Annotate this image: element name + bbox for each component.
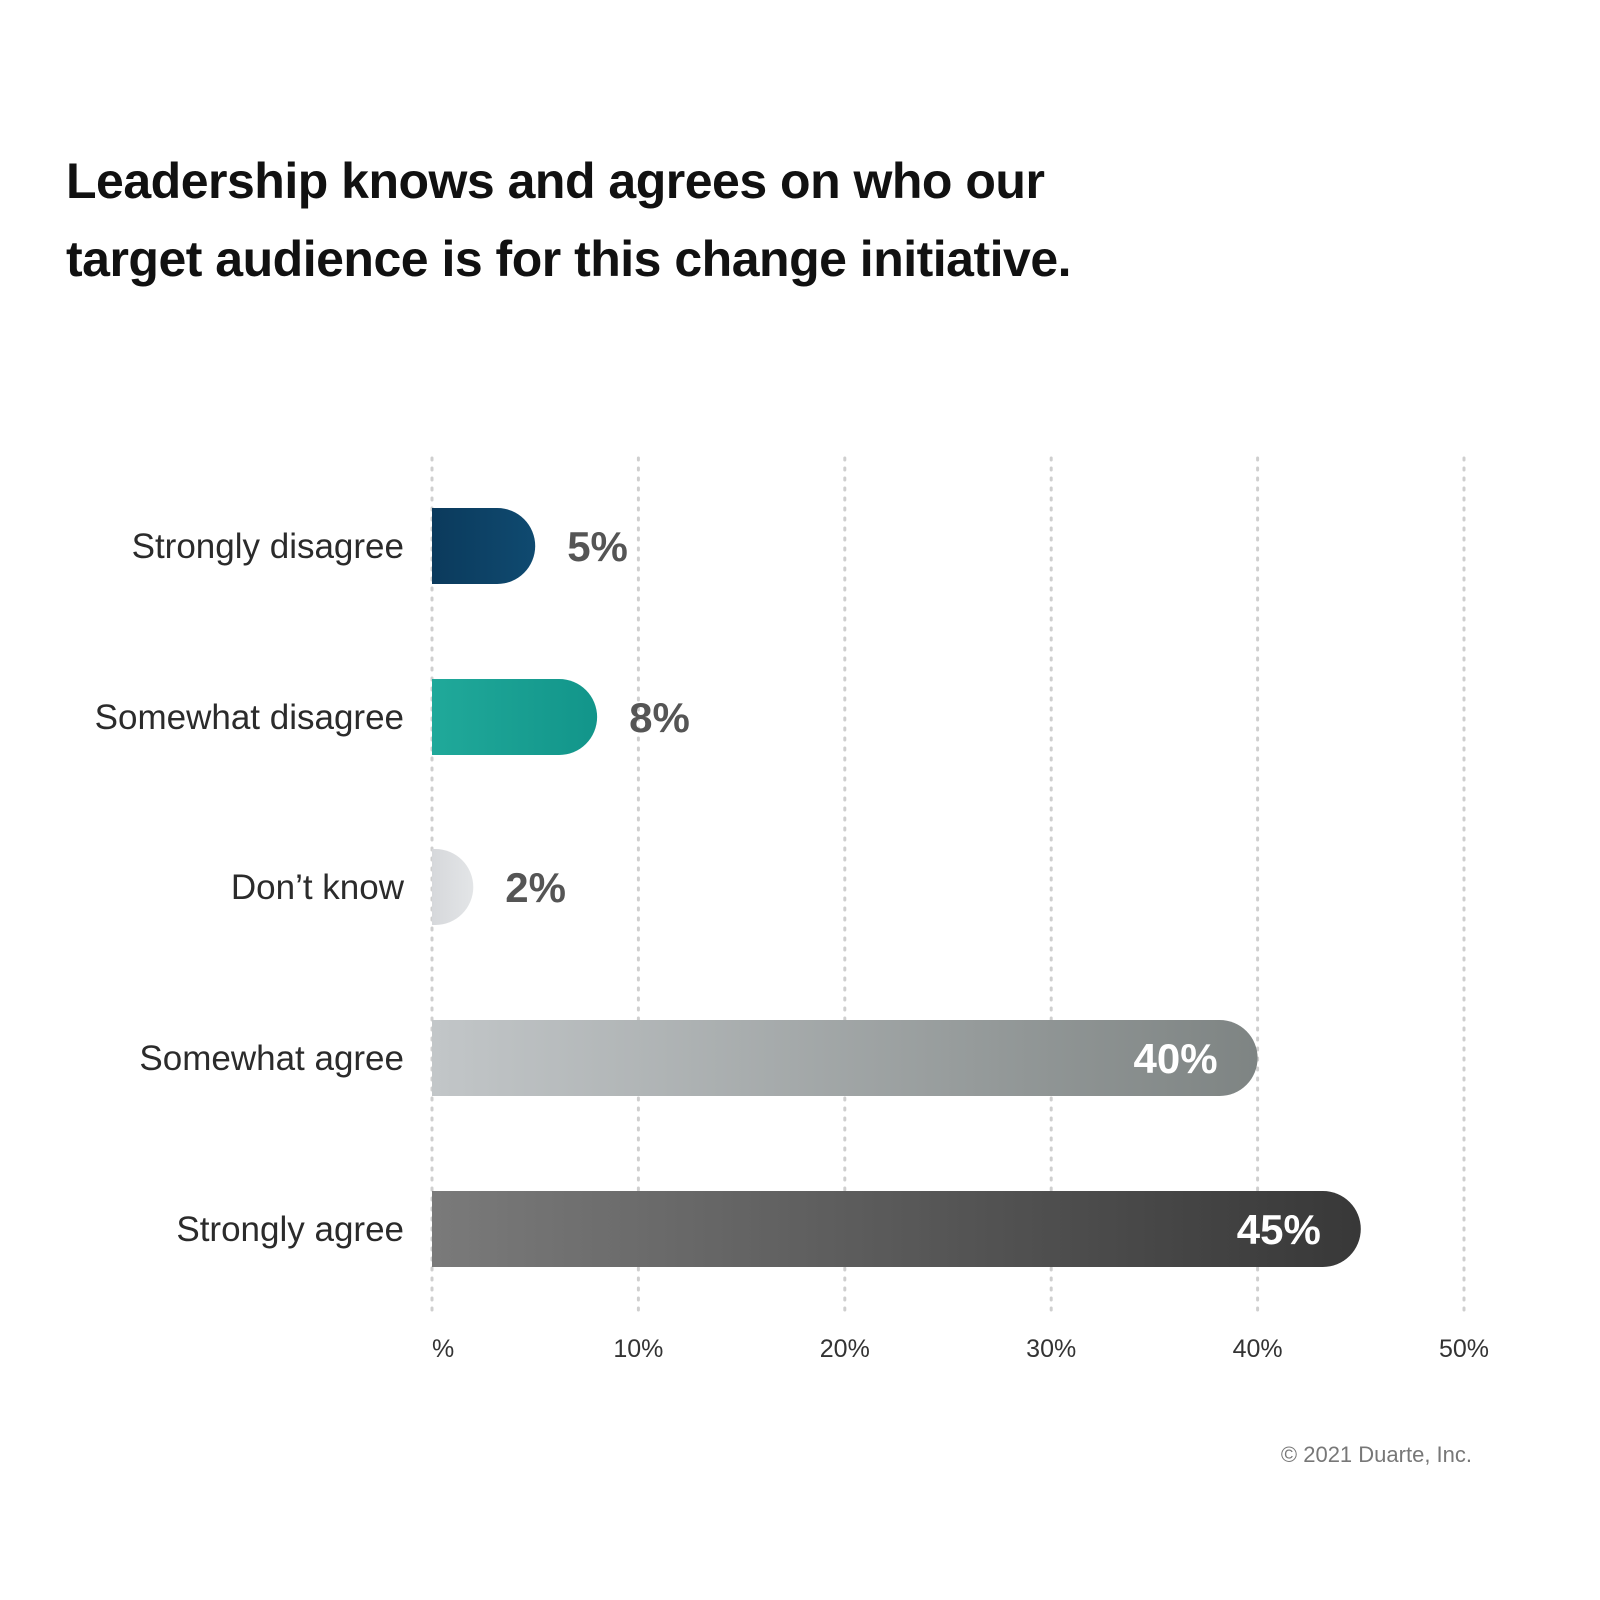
bars: [432, 508, 1361, 1267]
chart-title-line-2: target audience is for this change initi…: [66, 231, 1072, 287]
x-tick-label-0: %: [432, 1335, 454, 1363]
value-labels: 5% 8% 2% 40% 45%: [505, 523, 1321, 1253]
value-label: 45%: [1237, 1206, 1321, 1253]
bar-strongly-agree: [432, 1191, 1361, 1267]
value-label: 40%: [1134, 1035, 1218, 1082]
x-axis-ticks: % 10% 20% 30% 40% 50%: [432, 1335, 1489, 1363]
category-label: Somewhat disagree: [95, 698, 404, 737]
value-label: 2%: [505, 864, 566, 911]
bar-somewhat-disagree: [432, 679, 598, 755]
x-tick-label-50: 50%: [1439, 1335, 1489, 1363]
chart-title: Leadership knows and agrees on who our t…: [66, 142, 1306, 298]
x-tick-label-10: 10%: [613, 1335, 663, 1363]
bar-strongly-disagree: [432, 508, 536, 584]
value-label: 8%: [629, 694, 690, 741]
category-label: Strongly agree: [176, 1210, 404, 1249]
x-tick-label-20: 20%: [820, 1335, 870, 1363]
x-tick-label-40: 40%: [1233, 1335, 1283, 1363]
copyright-note: © 2021 Duarte, Inc.: [1280, 1442, 1472, 1467]
x-tick-label-30: 30%: [1026, 1335, 1076, 1363]
chart-title-line-1: Leadership knows and agrees on who our: [66, 153, 1045, 209]
bar-don-t-know: [432, 849, 474, 925]
grid-lines: [430, 456, 1466, 1320]
category-label: Don’t know: [231, 868, 405, 907]
category-labels: Strongly disagree Somewhat disagree Don’t …: [95, 527, 405, 1249]
bar-somewhat-agree: [432, 1020, 1258, 1096]
category-label: Strongly disagree: [132, 527, 404, 566]
category-label: Somewhat agree: [139, 1039, 404, 1078]
value-label: 5%: [567, 523, 628, 570]
